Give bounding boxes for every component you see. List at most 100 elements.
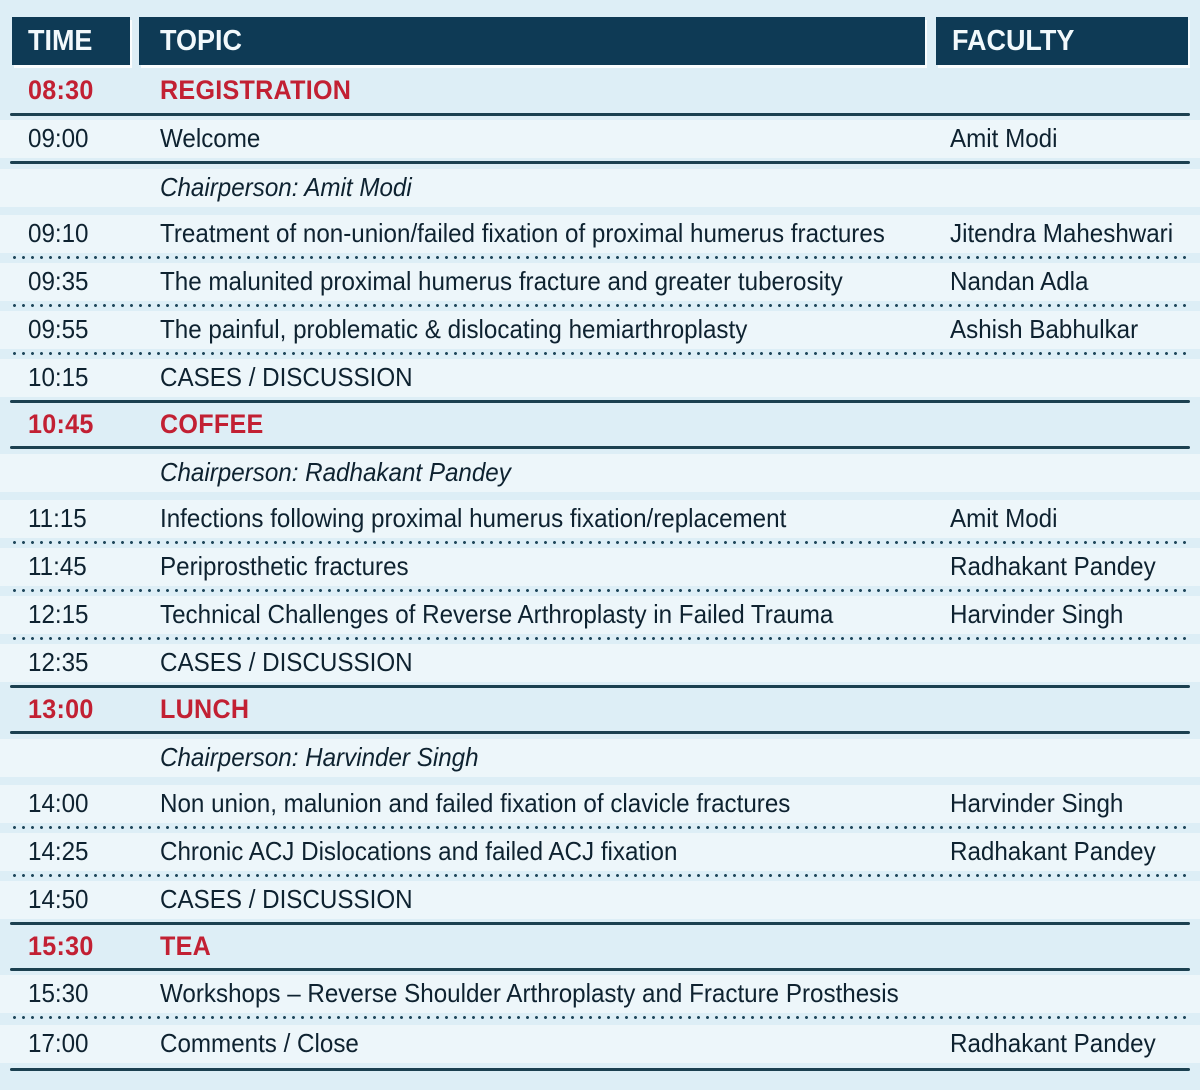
faculty-cell: Harvinder Singh xyxy=(950,599,1200,630)
faculty-cell xyxy=(950,694,1200,725)
time-cell: 17:00 xyxy=(0,1028,160,1059)
time-cell: 12:35 xyxy=(0,647,160,678)
schedule-row-chairperson: Chairperson: Radhakant Pandey xyxy=(0,449,1200,496)
topic-cell: CASES / DISCUSSION xyxy=(160,362,950,393)
topic-cell: TEA xyxy=(160,931,950,962)
schedule-row: 14:00 Non union, malunion and failed fix… xyxy=(0,781,1200,826)
schedule-row: 15:30 Workshops – Reverse Shoulder Arthr… xyxy=(0,971,1200,1016)
topic-text: CASES / DISCUSSION xyxy=(160,884,413,914)
faculty-text: Radhakant Pandey xyxy=(950,1028,1156,1058)
topic-text: Chairperson: Harvinder Singh xyxy=(160,742,479,772)
faculty-text: Radhakant Pandey xyxy=(950,836,1156,866)
topic-cell: Periprosthetic fractures xyxy=(160,551,950,582)
schedule-row: 10:15 CASES / DISCUSSION xyxy=(0,355,1200,400)
topic-cell: Infections following proximal humerus fi… xyxy=(160,503,950,534)
topic-cell: Chairperson: Harvinder Singh xyxy=(160,742,950,773)
row-divider-dotted xyxy=(10,541,1190,544)
time-cell: 15:30 xyxy=(0,978,160,1009)
schedule-row-section: 10:45 COFFEE xyxy=(0,403,1200,446)
faculty-cell xyxy=(950,457,1200,488)
topic-text: Infections following proximal humerus fi… xyxy=(160,503,787,533)
schedule-row: 11:45 Periprosthetic fractures Radhakant… xyxy=(0,544,1200,589)
column-header-time-label: TIME xyxy=(28,24,93,57)
column-header-topic: TOPIC xyxy=(139,17,925,65)
topic-text: Workshops – Reverse Shoulder Arthroplast… xyxy=(160,978,899,1008)
row-divider-dotted xyxy=(10,637,1190,640)
faculty-text: Amit Modi xyxy=(950,123,1058,153)
topic-text: CASES / DISCUSSION xyxy=(160,362,413,392)
faculty-text: Harvinder Singh xyxy=(950,599,1124,629)
time-cell: 09:35 xyxy=(0,266,160,297)
time-text: 14:25 xyxy=(28,836,89,866)
row-divider-solid xyxy=(10,731,1190,734)
time-cell: 09:00 xyxy=(0,123,160,154)
row-divider-solid xyxy=(10,161,1190,164)
topic-text: Chairperson: Amit Modi xyxy=(160,172,412,202)
faculty-cell: Amit Modi xyxy=(950,123,1200,154)
topic-cell: Chronic ACJ Dislocations and failed ACJ … xyxy=(160,836,950,867)
time-cell: 10:15 xyxy=(0,362,160,393)
schedule-row: 12:15 Technical Challenges of Reverse Ar… xyxy=(0,592,1200,637)
topic-cell: Workshops – Reverse Shoulder Arthroplast… xyxy=(160,978,950,1009)
schedule-row: 12:35 CASES / DISCUSSION xyxy=(0,640,1200,685)
column-header-faculty: FACULTY xyxy=(936,17,1188,65)
schedule-row: 09:00 Welcome Amit Modi xyxy=(0,116,1200,161)
row-divider-dotted xyxy=(10,826,1190,829)
time-text: 17:00 xyxy=(28,1028,89,1058)
topic-cell: CASES / DISCUSSION xyxy=(160,647,950,678)
topic-text: Periprosthetic fractures xyxy=(160,551,409,581)
time-cell: 09:10 xyxy=(0,218,160,249)
topic-text: Comments / Close xyxy=(160,1028,359,1058)
topic-text: Welcome xyxy=(160,123,261,153)
faculty-cell: Jitendra Maheshwari xyxy=(950,218,1200,249)
topic-text: TEA xyxy=(160,931,212,961)
row-divider-dotted xyxy=(10,1016,1190,1019)
faculty-cell xyxy=(950,172,1200,203)
topic-text: LUNCH xyxy=(160,694,250,724)
topic-cell: The painful, problematic & dislocating h… xyxy=(160,314,950,345)
faculty-cell: Radhakant Pandey xyxy=(950,836,1200,867)
topic-text: Chairperson: Radhakant Pandey xyxy=(160,457,511,487)
time-cell: 15:30 xyxy=(0,931,160,962)
faculty-cell: Nandan Adla xyxy=(950,266,1200,297)
row-divider-solid xyxy=(10,968,1190,971)
schedule-row-chairperson: Chairperson: Amit Modi xyxy=(0,164,1200,211)
column-header-topic-label: TOPIC xyxy=(160,24,242,57)
time-text: 14:50 xyxy=(28,884,89,914)
faculty-cell xyxy=(950,931,1200,962)
row-divider-dotted xyxy=(10,352,1190,355)
topic-text: REGISTRATION xyxy=(160,75,352,105)
faculty-cell xyxy=(950,884,1200,915)
topic-text: The painful, problematic & dislocating h… xyxy=(160,314,748,344)
row-divider-dotted xyxy=(10,874,1190,877)
topic-cell: Welcome xyxy=(160,123,950,154)
topic-text: CASES / DISCUSSION xyxy=(160,647,413,677)
topic-text: Technical Challenges of Reverse Arthropl… xyxy=(160,599,834,629)
faculty-cell: Radhakant Pandey xyxy=(950,551,1200,582)
topic-cell: REGISTRATION xyxy=(160,75,950,106)
time-text: 11:45 xyxy=(28,551,87,581)
faculty-cell xyxy=(950,978,1200,1009)
time-text: 11:15 xyxy=(28,503,87,533)
topic-cell: Chairperson: Radhakant Pandey xyxy=(160,457,950,488)
time-cell: 14:00 xyxy=(0,788,160,819)
column-header-time: TIME xyxy=(12,17,130,65)
time-text: 09:55 xyxy=(28,314,89,344)
time-cell: 14:50 xyxy=(0,884,160,915)
time-cell xyxy=(0,742,160,773)
time-cell: 11:45 xyxy=(0,551,160,582)
faculty-text: Amit Modi xyxy=(950,503,1058,533)
topic-text: Chronic ACJ Dislocations and failed ACJ … xyxy=(160,836,678,866)
time-text: 10:15 xyxy=(28,362,89,392)
time-text: 13:00 xyxy=(28,694,94,724)
topic-cell: COFFEE xyxy=(160,409,950,440)
topic-cell: Technical Challenges of Reverse Arthropl… xyxy=(160,599,950,630)
faculty-cell: Ashish Babhulkar xyxy=(950,314,1200,345)
faculty-text: Ashish Babhulkar xyxy=(950,314,1139,344)
column-header-faculty-label: FACULTY xyxy=(952,24,1075,57)
time-cell: 13:00 xyxy=(0,694,160,725)
time-text: 12:35 xyxy=(28,647,89,677)
topic-text: COFFEE xyxy=(160,409,264,439)
faculty-cell xyxy=(950,409,1200,440)
